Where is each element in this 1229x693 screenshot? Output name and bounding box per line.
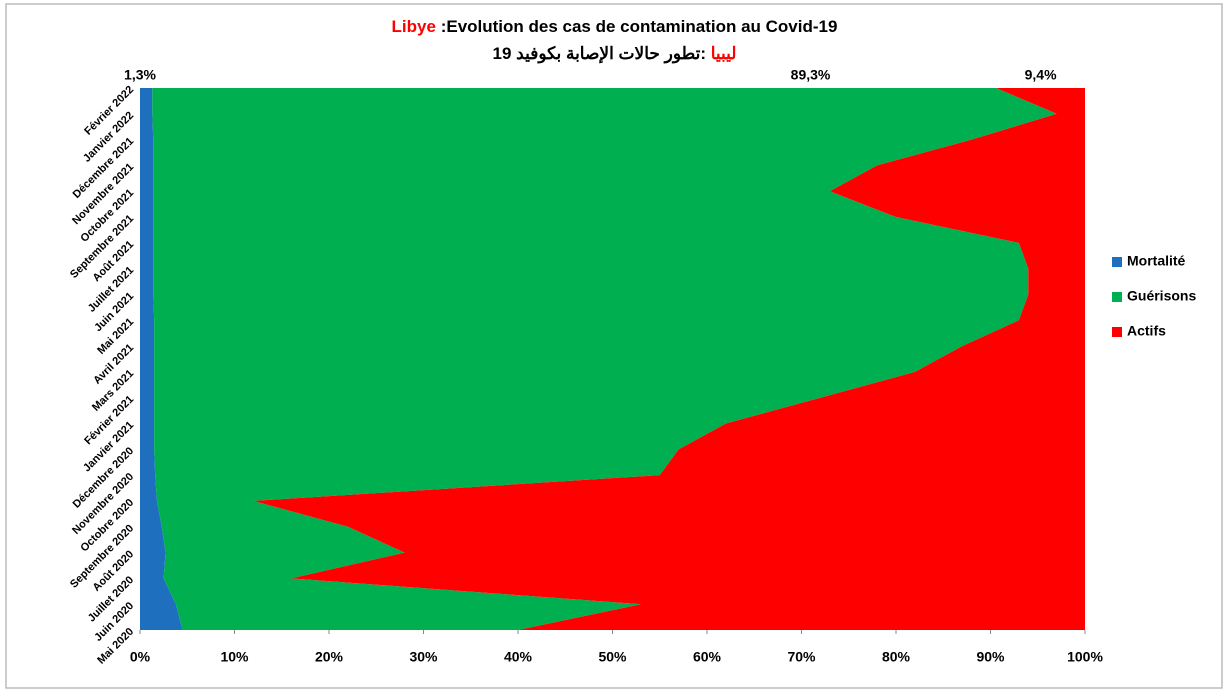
x-tick-label: 100% — [1067, 649, 1103, 665]
legend-swatch — [1112, 257, 1122, 267]
legend-label: Mortalité — [1127, 253, 1186, 269]
x-tick-label: 40% — [504, 649, 533, 665]
x-tick-label: 90% — [976, 649, 1005, 665]
x-tick-label: 10% — [220, 649, 249, 665]
x-tick-label: 50% — [598, 649, 627, 665]
subtitle-country: ليبيا — [710, 44, 737, 63]
legend-swatch — [1112, 292, 1122, 302]
value-label: 1,3% — [124, 67, 156, 83]
value-label: 9,4% — [1025, 67, 1057, 83]
title: Libye :Evolution des cas de contaminatio… — [0, 17, 1229, 37]
subtitle: ليبيا :تطور حالات الإصابة بكوفيد 19 — [0, 44, 1229, 64]
legend-label: Actifs — [1127, 323, 1166, 339]
x-tick-label: 20% — [315, 649, 344, 665]
x-tick-label: 70% — [787, 649, 816, 665]
x-tick-label: 30% — [409, 649, 438, 665]
title-country: Libye — [391, 17, 436, 36]
area — [140, 88, 183, 630]
subtitle-text: :تطور حالات الإصابة بكوفيد 19 — [492, 44, 707, 63]
legend-label: Guérisons — [1127, 288, 1196, 304]
area — [152, 88, 1057, 630]
legend-swatch — [1112, 327, 1122, 337]
x-tick-label: 60% — [693, 649, 722, 665]
value-label: 89,3% — [791, 67, 831, 83]
x-tick-label: 0% — [130, 649, 151, 665]
title-text: :Evolution des cas de contamination au C… — [440, 17, 838, 36]
area — [253, 88, 1085, 630]
x-tick-label: 80% — [882, 649, 911, 665]
